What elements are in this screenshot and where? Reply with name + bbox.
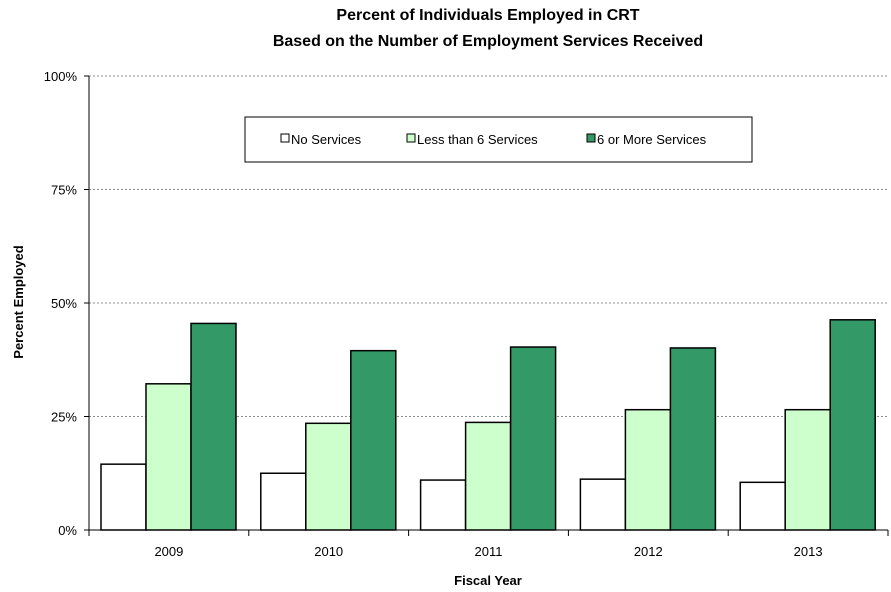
bar-6-or-more-services-2012 bbox=[669, 347, 717, 531]
y-tick-label: 100% bbox=[44, 69, 78, 84]
bars bbox=[100, 319, 876, 531]
x-tick-label-2010: 2010 bbox=[314, 544, 343, 559]
axes: 0% 25% 50% 75% 100% 2009 2010 2011 2012 2013 bbox=[44, 69, 889, 559]
x-tick-label-2012: 2012 bbox=[634, 544, 663, 559]
x-axis-title: Fiscal Year bbox=[454, 573, 522, 588]
y-axis-title: Percent Employed bbox=[11, 245, 26, 358]
bar-no-services-2012 bbox=[579, 478, 627, 531]
legend-label-6-or-more: 6 or More Services bbox=[597, 132, 707, 147]
legend: No Services Less than 6 Services 6 or Mo… bbox=[244, 116, 753, 163]
legend-swatch-no-services bbox=[280, 133, 290, 143]
y-tick-label: 25% bbox=[51, 410, 77, 425]
bar-6-or-more-services-2009 bbox=[190, 322, 237, 531]
y-tick-label: 0% bbox=[58, 523, 77, 538]
chart-title-line-1: Percent of Individuals Employed in CRT bbox=[336, 7, 639, 24]
bar-less-than-6-services-2013 bbox=[784, 408, 831, 531]
x-tick-label-2009: 2009 bbox=[154, 544, 183, 559]
chart-title-line-2: Based on the Number of Employment Servic… bbox=[273, 33, 703, 50]
bar-no-services-2013 bbox=[739, 481, 786, 531]
y-tick-label: 50% bbox=[51, 296, 77, 311]
bar-less-than-6-services-2011 bbox=[464, 421, 512, 531]
bar-6-or-more-services-2011 bbox=[509, 346, 557, 531]
bar-no-services-2009 bbox=[100, 463, 147, 531]
legend-swatch-less-than-6 bbox=[406, 133, 416, 143]
bar-6-or-more-services-2013 bbox=[829, 319, 876, 531]
bar-no-services-2011 bbox=[419, 479, 467, 531]
bar-less-than-6-services-2009 bbox=[145, 383, 192, 531]
bar-less-than-6-services-2012 bbox=[624, 408, 672, 531]
legend-box bbox=[244, 116, 753, 163]
y-tick-label: 75% bbox=[51, 183, 77, 198]
bar-no-services-2010 bbox=[260, 472, 307, 531]
legend-swatch-6-or-more bbox=[586, 133, 596, 143]
x-tick-label-2013: 2013 bbox=[794, 544, 823, 559]
legend-label-no-services: No Services bbox=[291, 132, 362, 147]
legend-label-less-than-6: Less than 6 Services bbox=[417, 132, 538, 147]
bar-less-than-6-services-2010 bbox=[305, 422, 352, 531]
bar-6-or-more-services-2010 bbox=[350, 349, 397, 531]
x-tick-label-2011: 2011 bbox=[475, 544, 503, 559]
